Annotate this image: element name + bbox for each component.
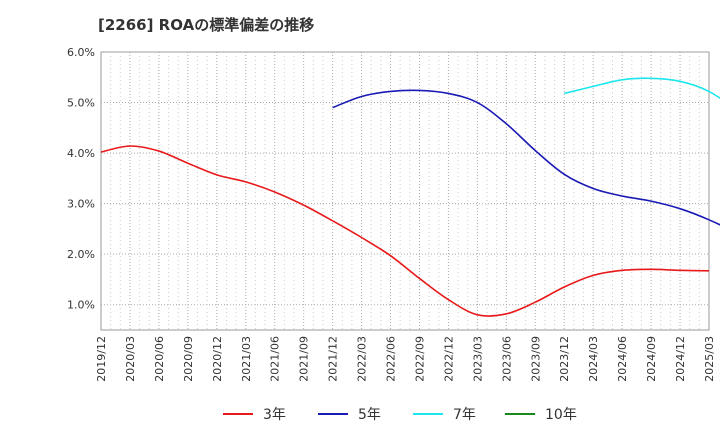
x-tick-label: 2023/06 (500, 336, 513, 382)
x-tick-label: 2024/09 (645, 336, 658, 382)
x-tick-label: 2021/12 (327, 336, 340, 382)
gridlines (101, 51, 709, 330)
x-tick-label: 2022/12 (442, 336, 455, 382)
x-tick-label: 2020/03 (124, 336, 137, 382)
x-tick-label: 2022/03 (356, 336, 369, 382)
x-tick-label: 2020/06 (153, 336, 166, 382)
y-tick-label: 6.0% (67, 46, 95, 59)
legend-label: 3年 (263, 407, 286, 423)
y-tick-label: 2.0% (67, 248, 95, 261)
y-tick-label: 3.0% (67, 198, 95, 211)
series-line-5年 (332, 89, 720, 226)
x-tick-label: 2022/09 (413, 336, 426, 382)
y-tick-label: 4.0% (67, 147, 95, 160)
x-tick-label: 2021/06 (269, 336, 282, 382)
x-tick-label: 2024/06 (616, 336, 629, 382)
x-tick-label: 2020/12 (211, 336, 224, 382)
chart-title: [2266] ROAの標準偏差の推移 (98, 16, 315, 34)
y-tick-label: 5.0% (67, 97, 95, 110)
legend-label: 10年 (545, 407, 577, 423)
y-tick-label: 1.0% (67, 299, 95, 312)
series-lines (100, 77, 720, 317)
legend-label: 7年 (453, 407, 476, 423)
x-tick-label: 2023/09 (529, 336, 542, 382)
legend: 3年 5年 7年 10年 (223, 407, 577, 423)
plot-area (100, 51, 710, 331)
y-axis: 1.0% 2.0% 3.0% 4.0% 5.0% 6.0% (67, 46, 95, 312)
x-tick-label: 2024/12 (674, 336, 687, 382)
x-tick-label: 2023/03 (471, 336, 484, 382)
series-line-7年 (564, 77, 720, 100)
x-tick-label: 2022/06 (385, 336, 398, 382)
x-tick-label: 2023/12 (558, 336, 571, 382)
x-tick-label: 2024/03 (587, 336, 600, 382)
x-tick-label: 2025/03 (703, 336, 716, 382)
x-axis: 2019/12 2020/03 2020/06 2020/09 2020/12 2021/… (95, 336, 716, 382)
x-tick-label: 2020/09 (182, 336, 195, 382)
legend-label: 5年 (358, 407, 381, 423)
x-tick-label: 2021/03 (240, 336, 253, 382)
x-tick-label: 2019/12 (95, 336, 108, 382)
series-line-3年 (100, 145, 710, 317)
x-tick-label: 2021/09 (298, 336, 311, 382)
